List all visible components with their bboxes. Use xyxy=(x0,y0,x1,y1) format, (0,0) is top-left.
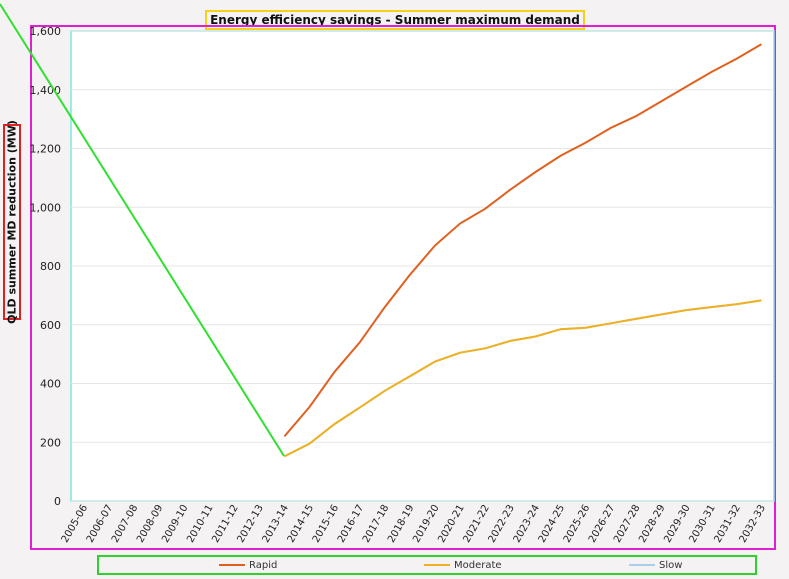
y-tick-label: 800 xyxy=(40,260,61,273)
series-line-moderate xyxy=(283,299,762,458)
legend-swatch xyxy=(219,564,245,566)
legend-item-slow: Slow xyxy=(629,559,682,573)
y-tick-label: 200 xyxy=(40,436,61,449)
legend-item-moderate: Moderate xyxy=(424,559,502,573)
legend-label: Slow xyxy=(659,560,683,571)
series-line-rapid xyxy=(283,43,762,438)
gridlines xyxy=(71,30,774,502)
plot-frame xyxy=(30,25,776,550)
legend: Rapid Moderate Slow xyxy=(97,555,757,575)
y-tick-label: 1,600 xyxy=(30,25,62,38)
y-tick-label: 0 xyxy=(54,495,61,508)
y-tick-label: 1,200 xyxy=(30,143,62,156)
series-lines xyxy=(283,43,762,458)
y-axis-label-frame xyxy=(3,124,21,320)
y-tick-label: 1,000 xyxy=(30,201,62,214)
x-ticks: 2005-062006-072007-082008-092009-102010-… xyxy=(60,503,768,545)
legend-label: Rapid xyxy=(249,560,278,571)
y-tick-label: 600 xyxy=(40,319,61,332)
legend-swatch xyxy=(424,564,450,566)
annotation-diagonal xyxy=(0,3,285,457)
legend-item-rapid: Rapid xyxy=(219,559,277,573)
legend-label: Moderate xyxy=(454,560,502,571)
legend-swatch xyxy=(629,564,655,566)
y-tick-label: 400 xyxy=(40,378,61,391)
